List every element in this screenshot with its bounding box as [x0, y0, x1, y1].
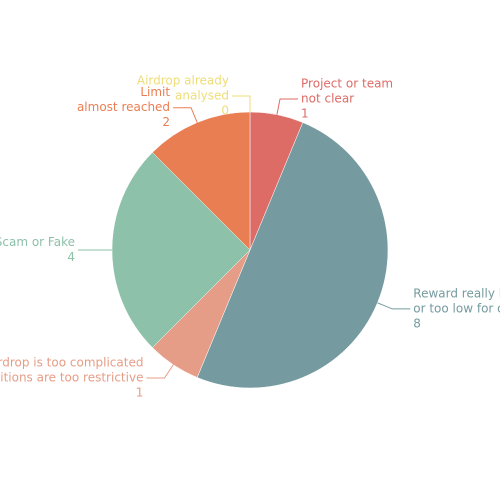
slice-value: 8 — [413, 316, 421, 330]
slice-label: not clear — [301, 91, 354, 105]
label-line — [173, 107, 198, 123]
slice-label: Project or team — [301, 76, 393, 90]
slice-label: Reward really low — [413, 286, 500, 300]
slice-value: 2 — [162, 115, 170, 129]
slice-label: Scam or Fake — [0, 235, 75, 249]
label-line — [377, 302, 411, 310]
slice-label: almost reached — [77, 100, 170, 114]
slice-value: 0 — [221, 104, 229, 118]
slice-value: 1 — [136, 386, 144, 400]
pie-slice — [196, 122, 388, 389]
slice-value: 1 — [301, 106, 309, 120]
label-line — [232, 95, 251, 112]
slice-label: Limit — [140, 85, 170, 99]
label-line — [276, 98, 299, 115]
slice-label: or too low for our effort — [413, 301, 500, 315]
slice-label: or conditions are too restrictive — [0, 371, 143, 385]
slice-label: analysed — [175, 89, 229, 103]
slice-label: Airdrop already — [137, 74, 229, 88]
slice-value: 4 — [67, 250, 75, 264]
slice-label: Airdrop is too complicated — [0, 356, 143, 370]
label-line — [146, 364, 174, 379]
pie-slice — [111, 152, 251, 348]
